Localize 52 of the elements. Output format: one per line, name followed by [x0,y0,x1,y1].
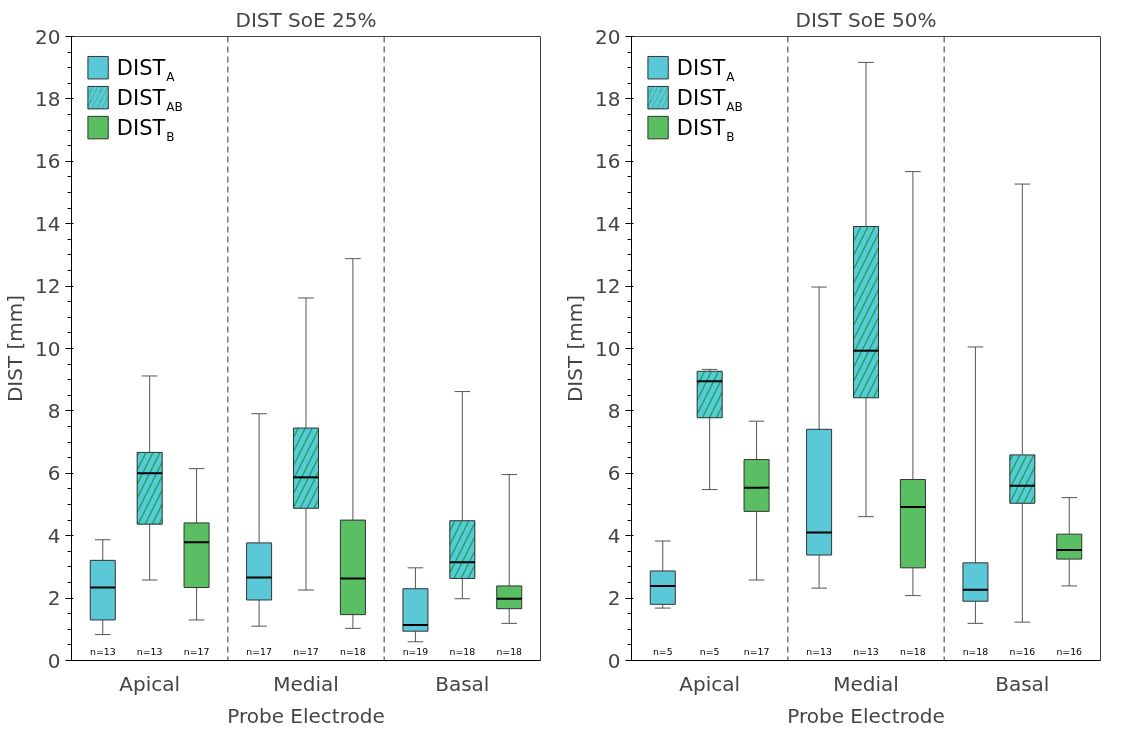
x-tick-label: Apical [119,671,181,696]
y-tick-label: 10 [595,336,621,361]
annotation: n=17 [183,645,210,657]
annotation: n=16 [1009,645,1036,657]
x-axis-title: Probe Electrode [787,703,945,728]
y-tick-label: 2 [607,586,621,611]
y-tick-label: 18 [595,86,621,111]
y-axis-title: DIST [mm] [3,294,28,403]
y-tick-label: 14 [35,211,61,236]
y-tick-label: 12 [595,274,621,299]
x-tick-label: Medial [273,671,339,696]
y-tick-label: 10 [35,336,61,361]
annotation: n=18 [900,645,926,657]
annotation: n=17 [743,645,770,657]
y-tick-label: 16 [35,149,61,174]
annotation: n=13 [806,645,832,657]
y-tick-label: 18 [35,86,61,111]
annotation: n=5 [652,645,673,657]
annotation: n=19 [402,645,429,657]
annotation: n=18 [340,645,366,657]
y-tick-label: 0 [607,648,621,673]
y-tick-label: 4 [607,523,621,548]
chart-title: DIST SoE 50% [795,7,937,32]
x-tick-label: Basal [435,671,490,696]
annotation: n=13 [853,645,879,657]
annotation: n=16 [1056,645,1083,657]
y-tick-label: 20 [35,24,61,49]
annotation: n=17 [246,645,272,657]
annotation: n=13 [136,645,163,657]
y-tick-label: 12 [35,274,61,299]
y-tick-label: 14 [595,211,621,236]
y-tick-label: 2 [47,586,61,611]
y-tick-label: 6 [607,461,621,486]
x-tick-label: Basal [995,671,1050,696]
annotation: n=13 [89,645,116,657]
x-tick-label: Medial [833,671,899,696]
annotation: n=5 [699,645,720,657]
annotation: n=18 [496,645,523,657]
annotation: n=18 [962,645,989,657]
x-axis-title: Probe Electrode [227,703,385,728]
y-tick-label: 8 [47,398,61,423]
y-tick-label: 16 [595,149,621,174]
annotation: n=18 [449,645,476,657]
y-tick-label: 8 [607,398,621,423]
y-axis-title: DIST [mm] [563,294,588,403]
chart-title: DIST SoE 25% [235,7,377,32]
y-tick-label: 0 [47,648,61,673]
y-tick-label: 4 [47,523,61,548]
annotation: n=17 [293,645,319,657]
y-tick-label: 6 [47,461,61,486]
x-tick-label: Apical [679,671,741,696]
y-tick-label: 20 [595,24,621,49]
